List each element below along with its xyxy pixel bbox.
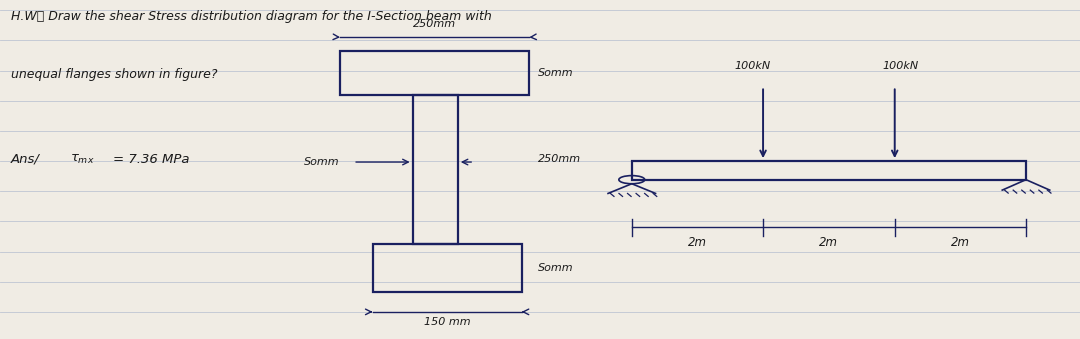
Bar <box>340 51 529 95</box>
Text: Somm: Somm <box>303 157 339 167</box>
Text: 250mm: 250mm <box>414 19 456 29</box>
Text: Somm: Somm <box>538 263 573 273</box>
Text: 2m: 2m <box>688 236 707 249</box>
Text: Somm: Somm <box>538 68 573 78</box>
Text: 2m: 2m <box>950 236 970 249</box>
Text: = 7.36 MPa: = 7.36 MPa <box>113 153 190 165</box>
Bar <box>632 161 1026 180</box>
Text: 2m: 2m <box>820 236 838 249</box>
Text: 250mm: 250mm <box>538 154 581 164</box>
Text: 100kN: 100kN <box>882 61 918 72</box>
Text: H.W⓪ Draw the shear Stress distribution diagram for the I-Section beam with: H.W⓪ Draw the shear Stress distribution … <box>11 10 491 23</box>
Text: $\tau_{mx}$: $\tau_{mx}$ <box>70 153 95 166</box>
Text: 100kN: 100kN <box>734 61 770 72</box>
Bar <box>373 244 522 292</box>
Bar <box>413 95 458 244</box>
Text: unequal flanges shown in figure?: unequal flanges shown in figure? <box>11 68 217 81</box>
Text: Ans/: Ans/ <box>11 153 44 165</box>
Text: 150 mm: 150 mm <box>423 317 471 327</box>
